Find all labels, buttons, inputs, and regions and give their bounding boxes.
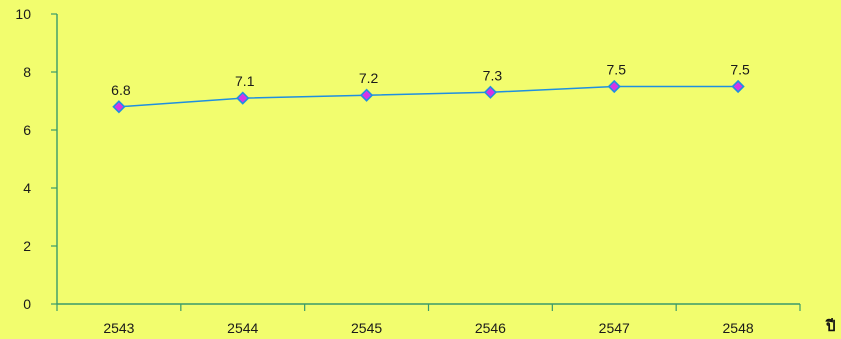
- y-tick-label: 0: [23, 296, 31, 312]
- y-tick-label: 10: [15, 6, 31, 22]
- x-tick-label: 2548: [723, 320, 754, 336]
- y-tick-label: 4: [23, 180, 31, 196]
- data-point: [731, 79, 745, 94]
- data-label: 6.8: [111, 82, 131, 98]
- data-point: [607, 79, 621, 94]
- data-label: 7.5: [607, 62, 627, 78]
- series-group: 6.8 7.1 7.2 7.3 7.5 7.5: [111, 62, 750, 114]
- x-tick-label: 2547: [599, 320, 630, 336]
- x-tick-label: 2545: [351, 320, 382, 336]
- data-label: 7.2: [359, 70, 379, 86]
- data-point: [359, 88, 374, 102]
- y-axis: 0 2 4 6 8 10: [15, 6, 58, 312]
- x-tick-label: 2544: [227, 320, 258, 336]
- data-label: 7.1: [235, 73, 255, 89]
- data-label: 7.3: [483, 67, 503, 83]
- data-label: 7.5: [730, 62, 750, 78]
- data-point: [236, 91, 250, 105]
- data-point: [483, 85, 498, 99]
- x-axis: 2543 2544 2545 2546 2547 2548: [56, 303, 801, 336]
- y-tick-label: 8: [23, 64, 31, 80]
- y-tick-label: 2: [23, 238, 31, 254]
- x-axis-label: ปี: [825, 317, 835, 335]
- series-line: [118, 85, 739, 108]
- data-point: [112, 100, 126, 114]
- x-tick-label: 2546: [475, 320, 506, 336]
- x-tick-label: 2543: [103, 320, 134, 336]
- y-tick-label: 6: [23, 122, 31, 138]
